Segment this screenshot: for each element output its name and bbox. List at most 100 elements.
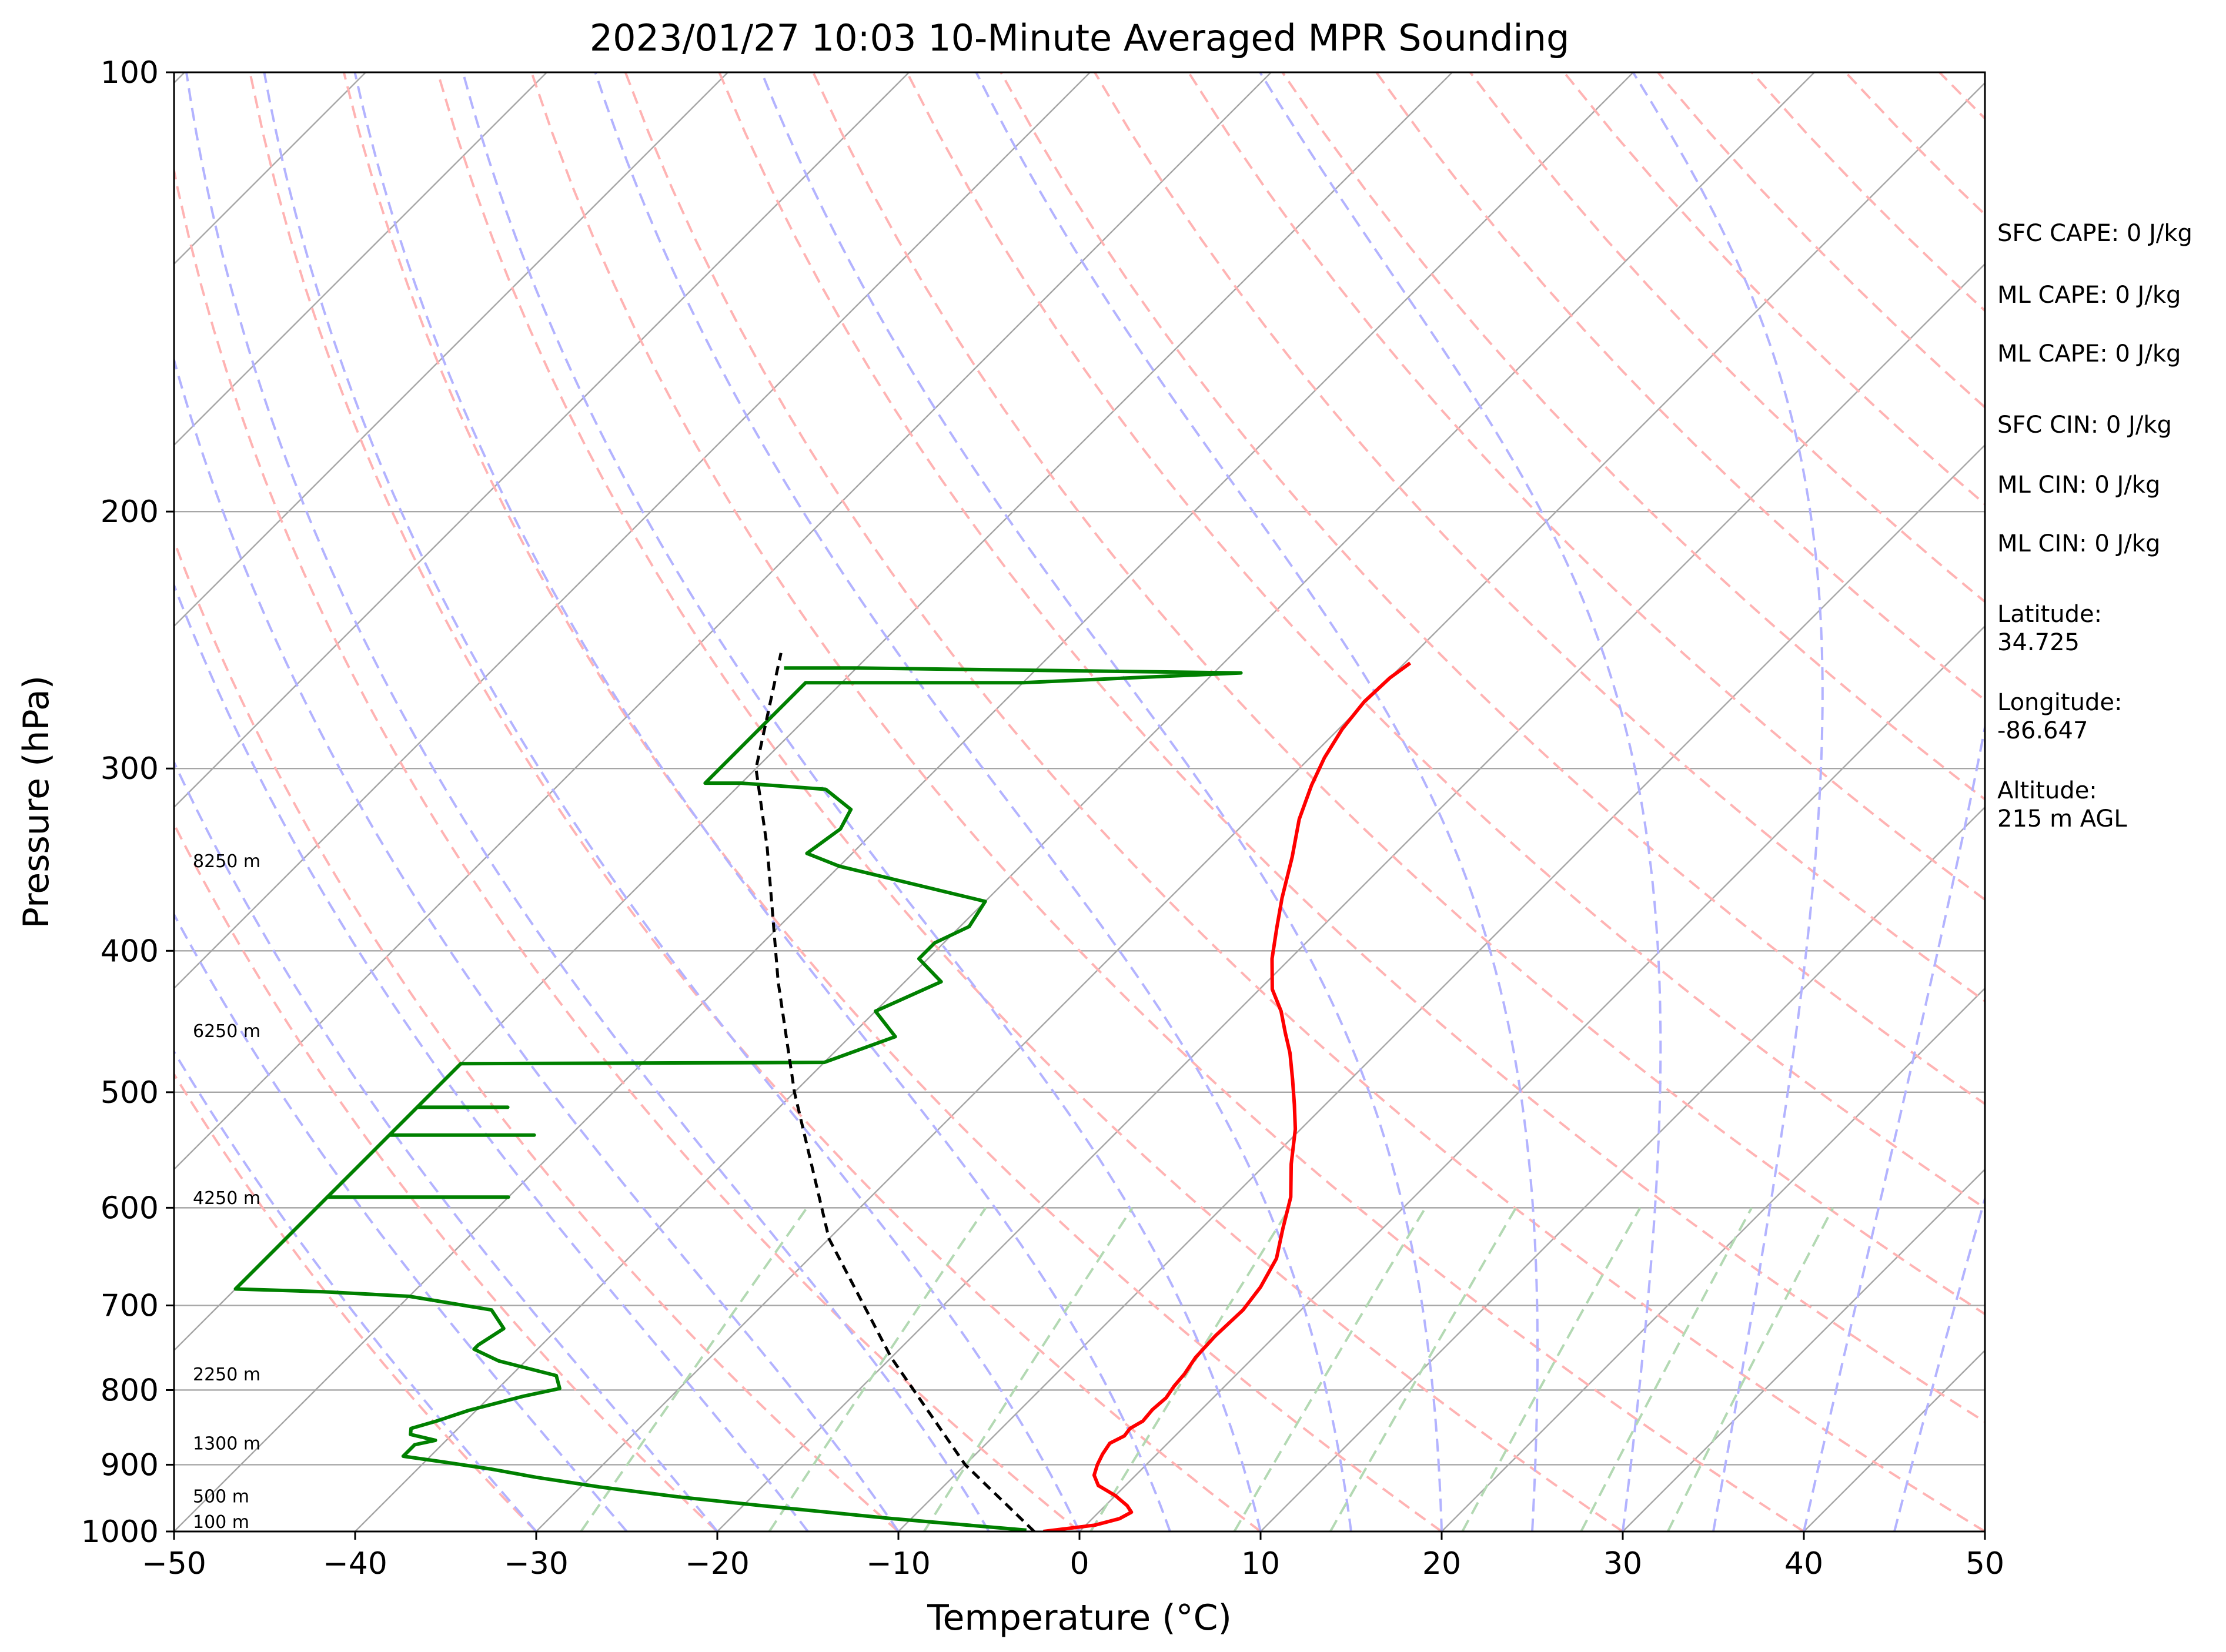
isotherm-line-19 (1622, 1168, 1985, 1531)
y-tick-label-3: 400 (101, 934, 159, 969)
x-tick-label-9: 40 (1784, 1546, 1823, 1581)
info-line-0: SFC CAPE: 0 J/kg (1997, 220, 2192, 247)
moist-adiabat-8 (462, 72, 1262, 1531)
mixing-ratio-line-4 (1233, 1207, 1427, 1531)
info-value-6: 34.725 (1997, 629, 2080, 656)
dry-adiabat-11 (905, 72, 1985, 1210)
isotherm-line-11 (174, 72, 1634, 1531)
y-tick-label-0: 100 (101, 55, 159, 91)
moist-adiabat-15 (1893, 1194, 1985, 1531)
dry-adiabat-12 (1000, 72, 1985, 1106)
y-tick-label-5: 600 (101, 1190, 159, 1226)
dry-adiabat-15 (1281, 72, 1985, 801)
y-axis-label: Pressure (hPa) (16, 675, 57, 928)
dry-adiabat-14 (1187, 72, 1985, 901)
mixing-ratio-line-7 (1580, 1207, 1753, 1531)
isotherm-line-13 (536, 82, 1985, 1531)
isotherm-line-7 (174, 72, 910, 808)
isotherm-line-12 (355, 72, 1815, 1531)
dry-adiabat-10 (812, 72, 1985, 1316)
data-lines (233, 653, 1412, 1531)
x-tick-label-5: 0 (1069, 1546, 1089, 1581)
isotherm-line-18 (1441, 987, 1985, 1531)
moist-adiabat-1 (174, 912, 628, 1531)
dry-adiabat-13 (1094, 72, 1985, 1003)
info-line-7: Longitude: (1997, 689, 2122, 716)
isotherm-line-5 (174, 72, 547, 446)
x-tick-label-0: −50 (142, 1546, 206, 1581)
moist-adiabat-2 (174, 759, 718, 1531)
moist-adiabat-3 (174, 581, 809, 1531)
info-value-8: 215 m AGL (1997, 805, 2127, 832)
x-tick-label-10: 50 (1966, 1546, 2004, 1581)
info-value-7: -86.647 (1997, 717, 2088, 744)
info-line-2: ML CAPE: 0 J/kg (1997, 340, 2181, 367)
y-tick-label-1: 200 (101, 494, 159, 530)
isotherm-line-16 (1079, 625, 1985, 1531)
info-line-5: ML CIN: 0 J/kg (1997, 530, 2160, 557)
y-axis-ticks: 100 200 300 400 500 600 700 800 900 1000 (81, 55, 174, 1550)
info-line-3: SFC CIN: 0 J/kg (1997, 412, 2172, 439)
y-tick-label-4: 500 (101, 1075, 159, 1111)
mixing-ratio-line-8 (1666, 1207, 1834, 1531)
y-tick-label-2: 300 (101, 751, 159, 787)
height-label-5: 6250 m (193, 1021, 260, 1042)
parcel-line (754, 653, 1035, 1531)
dry-adiabat-7 (530, 72, 1805, 1531)
dry-adiabat-2 (174, 537, 900, 1531)
x-tick-label-3: −20 (685, 1546, 750, 1581)
isotherm-line-6 (174, 72, 728, 627)
dry-adiabat-1 (174, 821, 718, 1531)
moist-adiabat-0 (174, 1049, 537, 1531)
moist-adiabat-6 (263, 72, 1081, 1531)
isotherm-line-14 (717, 263, 1985, 1531)
chart-title: 2023/01/27 10:03 10-Minute Averaged MPR … (590, 16, 1570, 59)
dry-adiabat-0 (174, 1072, 537, 1531)
height-label-0: 100 m (193, 1512, 249, 1533)
isotherm-line-2 (0, 72, 4, 1531)
isotherm-line-17 (1260, 806, 1985, 1531)
dewpoint-line (233, 666, 1243, 1531)
moist-adiabat-13 (1632, 72, 1824, 1531)
dry-adiabat-16 (1375, 72, 1985, 702)
background-lines (0, 72, 1985, 1531)
info-line-1: ML CAPE: 0 J/kg (1997, 282, 2181, 309)
x-axis-ticks: −50 −40 −30 −20 −10 0 10 20 30 40 50 (142, 1531, 2004, 1581)
dry-adiabat-9 (718, 72, 1985, 1423)
mixing-ratio-line-1 (768, 1207, 987, 1531)
x-tick-label-8: 30 (1603, 1546, 1642, 1581)
dry-adiabat-5 (342, 72, 1443, 1531)
plot-frame (173, 71, 1986, 1533)
height-label-6: 8250 m (193, 851, 260, 872)
x-tick-label-2: −30 (504, 1546, 569, 1581)
moist-adiabat-7 (353, 72, 1171, 1531)
x-tick-label-7: 20 (1422, 1546, 1461, 1581)
moist-adiabat-9 (594, 72, 1352, 1531)
moist-adiabat-10 (760, 72, 1443, 1531)
moist-adiabat-4 (174, 355, 900, 1531)
x-axis-label: Temperature (°C) (927, 1597, 1232, 1638)
isotherm-line-10 (174, 72, 1453, 1352)
height-label-4: 4250 m (193, 1188, 260, 1209)
y-tick-label-7: 800 (101, 1373, 159, 1408)
isotherm-line-9 (174, 72, 1272, 1171)
x-tick-label-1: −40 (323, 1546, 387, 1581)
info-line-4: ML CIN: 0 J/kg (1997, 471, 2160, 499)
temperature-line (1043, 661, 1412, 1531)
isotherm-line-8 (174, 72, 1091, 989)
height-label-3: 2250 m (193, 1365, 260, 1385)
dry-adiabat-8 (624, 72, 1985, 1531)
info-line-6: Latitude: (1997, 601, 2102, 628)
y-tick-label-8: 900 (101, 1447, 159, 1483)
isotherm-line-15 (898, 444, 1985, 1531)
height-labels: 100 m 500 m 1300 m 2250 m 4250 m 6250 m 8250 m (193, 851, 260, 1533)
mixing-ratio-line-0 (580, 1207, 808, 1531)
y-tick-label-9: 1000 (81, 1514, 159, 1550)
height-label-1: 500 m (193, 1486, 249, 1507)
mixing-ratio-line-6 (1461, 1207, 1642, 1531)
info-line-8: Altitude: (1997, 777, 2097, 804)
y-tick-label-6: 700 (101, 1289, 159, 1324)
mixing-ratio-line-5 (1329, 1207, 1518, 1531)
moist-adiabat-14 (1803, 721, 1985, 1531)
